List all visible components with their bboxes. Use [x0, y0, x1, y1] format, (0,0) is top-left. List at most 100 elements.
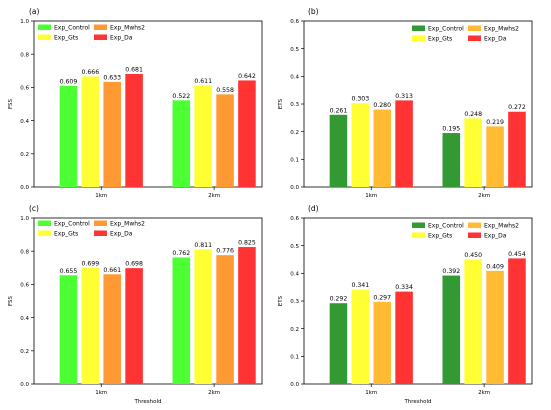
- legend-label: Exp_Gts: [428, 36, 452, 43]
- bar-value-label: 0.303: [351, 96, 369, 103]
- y-axis-label: ETS: [278, 98, 284, 109]
- y-tick-label: 0.4: [20, 119, 29, 125]
- x-tick-label: 2km: [478, 390, 490, 396]
- legend-label: Exp_Mwhs2: [484, 26, 519, 33]
- bar-value-label: 0.609: [60, 78, 78, 85]
- bar-value-label: 0.522: [172, 93, 190, 100]
- bar-value-label: 0.558: [216, 87, 234, 94]
- bar-value-label: 0.454: [508, 251, 526, 258]
- bar: [329, 303, 348, 384]
- legend-swatch: [94, 24, 107, 30]
- x-tick-label: 1km: [95, 193, 107, 199]
- legend-label: Exp_Control: [54, 221, 90, 228]
- legend-label: Exp_Da: [110, 231, 133, 238]
- bar-value-label: 0.292: [330, 296, 348, 303]
- y-tick-label: 0.3: [290, 102, 299, 108]
- bar: [216, 255, 234, 384]
- y-tick-label: 0.0: [20, 185, 29, 191]
- bar-value-label: 0.409: [486, 263, 504, 270]
- bar: [216, 94, 234, 187]
- legend-swatch: [412, 25, 425, 31]
- bar: [395, 100, 413, 187]
- bar: [464, 118, 482, 187]
- legend-label: Exp_Gts: [428, 233, 452, 240]
- bar: [81, 267, 100, 384]
- legend-swatch: [38, 24, 51, 30]
- x-tick-label: 2km: [478, 193, 490, 199]
- bar-value-label: 0.611: [194, 78, 212, 85]
- y-tick-label: 0.8: [20, 249, 29, 255]
- bar-value-label: 0.272: [508, 104, 526, 111]
- legend-label: Exp_Mwhs2: [484, 223, 519, 230]
- bar: [103, 81, 121, 187]
- legend-swatch: [94, 230, 107, 236]
- bar: [464, 259, 482, 384]
- panel-label: (b): [308, 7, 319, 16]
- bar: [59, 275, 78, 384]
- y-tick-label: 0.0: [290, 185, 299, 191]
- plot-frame: [33, 20, 263, 188]
- legend-swatch: [468, 222, 481, 228]
- bar-value-label: 0.666: [81, 69, 99, 76]
- bar: [329, 114, 348, 187]
- legend-label: Exp_Control: [428, 26, 464, 33]
- bar-value-label: 0.195: [442, 126, 460, 133]
- bar: [238, 80, 256, 187]
- x-tick-label: 1km: [365, 390, 377, 396]
- bar: [508, 111, 526, 187]
- y-tick-label: 1.0: [20, 216, 29, 222]
- y-axis-label: ETS: [278, 295, 284, 306]
- bar-value-label: 0.313: [395, 93, 413, 100]
- bar-value-label: 0.280: [373, 102, 391, 109]
- legend-swatch: [412, 222, 425, 228]
- legend-label: Exp_Control: [428, 223, 464, 230]
- bar-value-label: 0.762: [172, 250, 190, 257]
- bar-value-label: 0.219: [486, 119, 504, 126]
- panel-label: (c): [29, 204, 39, 213]
- bar-value-label: 0.655: [60, 268, 78, 275]
- legend-swatch: [94, 220, 107, 226]
- legend-swatch: [412, 35, 425, 41]
- bar-value-label: 0.776: [216, 248, 234, 255]
- bar-value-label: 0.642: [238, 73, 256, 80]
- bar: [486, 270, 504, 384]
- y-tick-label: 0.5: [290, 244, 299, 250]
- y-tick-label: 0.5: [290, 47, 299, 53]
- legend-swatch: [38, 230, 51, 236]
- bar: [238, 247, 256, 384]
- legend-swatch: [412, 232, 425, 238]
- y-tick-label: 0.1: [290, 355, 299, 361]
- legend-label: Exp_Mwhs2: [110, 221, 145, 228]
- legend-label: Exp_Gts: [54, 231, 78, 238]
- bar: [172, 100, 191, 187]
- bar-value-label: 0.811: [194, 242, 212, 249]
- bar: [351, 289, 370, 384]
- bar: [373, 301, 391, 384]
- y-tick-label: 0.0: [290, 382, 299, 388]
- bar: [194, 85, 212, 187]
- x-axis-label: Threshold: [403, 399, 431, 405]
- bar-value-label: 0.825: [238, 240, 256, 247]
- legend-swatch: [468, 232, 481, 238]
- y-axis-label: FSS: [8, 295, 14, 306]
- y-tick-label: 0.4: [290, 272, 299, 278]
- bar-value-label: 0.698: [125, 261, 143, 268]
- x-tick-label: 1km: [95, 390, 107, 396]
- y-tick-label: 0.6: [290, 216, 299, 222]
- x-axis-label: Threshold: [133, 399, 161, 405]
- y-tick-label: 0.4: [290, 75, 299, 81]
- y-tick-label: 0.6: [20, 283, 29, 289]
- legend-label: Exp_Gts: [54, 35, 78, 42]
- bar-value-label: 0.661: [103, 267, 121, 274]
- y-tick-label: 0.4: [20, 316, 29, 322]
- bar-value-label: 0.297: [373, 294, 391, 301]
- bar-value-label: 0.261: [330, 107, 348, 114]
- bar: [442, 275, 461, 384]
- bar-value-label: 0.341: [351, 282, 369, 289]
- bar-value-label: 0.633: [103, 74, 121, 81]
